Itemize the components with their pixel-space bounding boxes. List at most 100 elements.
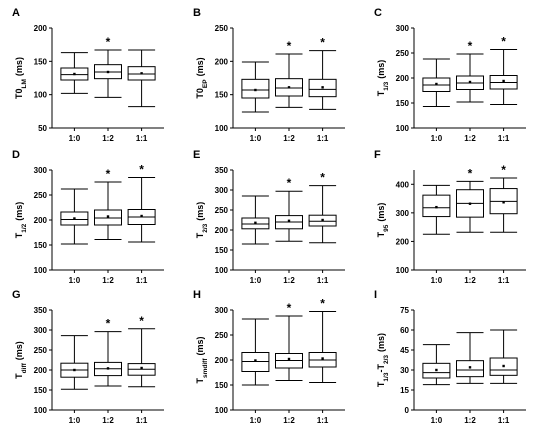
y-tick-label: 100 — [215, 266, 229, 275]
y-tick-label: 200 — [215, 57, 229, 66]
y-tick-label: 250 — [396, 49, 410, 58]
box-1:2: 1:2 * — [456, 39, 484, 143]
x-tick-label: 1:2 — [102, 134, 114, 143]
y-tick-label: 150 — [34, 241, 48, 250]
mean-point — [287, 219, 291, 222]
box-1:0: 1:0 — [60, 188, 89, 285]
box-1:1: 1:1 * — [127, 163, 156, 285]
x-tick-label: 1:2 — [283, 134, 295, 143]
iqr-box — [456, 360, 484, 378]
x-tick-label: 1:2 — [102, 276, 114, 285]
panel-e: E 100 150 200 250 300 350 T2/3(ms) 1:0 1:2 * 1:1 * — [193, 149, 345, 285]
mean-point — [321, 86, 324, 89]
y-tick-label: 100 — [34, 406, 48, 415]
x-tick-label: 1:1 — [317, 416, 329, 425]
y-axis-label: T0LM(ms) — [14, 57, 28, 99]
x-tick-label: 1:1 — [136, 276, 148, 285]
panel-b: B 100 150 200 250 T0EP(ms) 1:0 1:2 * 1:1 * — [193, 7, 345, 143]
iqr-box — [422, 194, 451, 218]
mean-point — [435, 368, 438, 372]
x-tick-label: 1:1 — [498, 134, 510, 143]
y-tick-label: 100 — [34, 91, 48, 100]
y-tick-label: 100 — [215, 124, 229, 133]
y-axis-label: T2/3(ms) — [195, 202, 209, 239]
panel-letter: D — [12, 149, 20, 161]
significance-star: * — [320, 297, 325, 311]
significance-star: * — [287, 301, 292, 315]
y-tick-label: 100 — [215, 406, 229, 415]
y-tick-label: 150 — [34, 57, 48, 66]
box-1:0: 1:0 — [241, 61, 270, 143]
mean-point — [435, 205, 438, 209]
iqr-box — [241, 78, 270, 99]
x-tick-label: 1:0 — [69, 276, 81, 285]
y-tick-label: 15 — [400, 386, 409, 395]
box-1:0: 1:0 — [241, 318, 270, 425]
box-1:2: 1:2 * — [94, 167, 122, 285]
mean-point — [468, 366, 472, 369]
x-tick-label: 1:1 — [136, 416, 148, 425]
y-tick-label: 300 — [396, 24, 410, 33]
x-tick-label: 1:2 — [283, 276, 295, 285]
y-tick-label: 250 — [215, 24, 229, 33]
mean-point — [106, 367, 110, 370]
mean-point — [140, 366, 143, 370]
y-tick-label: 150 — [396, 99, 410, 108]
significance-star: * — [106, 35, 111, 49]
panel-c: C 100 150 200 250 300 T1/3(ms) 1:0 1:2 * 1:1 * — [374, 7, 526, 143]
box-1:2: 1:2 * — [275, 39, 303, 143]
x-tick-label: 1:0 — [69, 416, 81, 425]
box-1:0: 1:0 — [422, 58, 451, 143]
mean-point — [140, 72, 143, 75]
x-tick-label: 1:2 — [102, 416, 114, 425]
significance-star: * — [501, 35, 506, 49]
mean-point — [254, 221, 257, 224]
y-tick-label: 200 — [34, 366, 48, 375]
y-tick-label: 60 — [400, 326, 409, 335]
y-axis-label: Tsmdiff(ms) — [195, 336, 209, 383]
y-tick-label: 100 — [34, 266, 48, 275]
significance-star: * — [468, 166, 473, 180]
y-axis-label: T95(ms) — [376, 203, 390, 238]
x-tick-label: 1:0 — [250, 134, 262, 143]
mean-point — [73, 72, 76, 76]
panel-f: F 100 200 300 400 T95(ms) 1:0 1:2 * 1:1 * — [374, 149, 526, 285]
y-axis-label: T1/3(ms) — [376, 60, 390, 97]
y-tick-label: 200 — [396, 237, 410, 246]
mean-point — [287, 357, 291, 361]
y-tick-label: 150 — [34, 386, 48, 395]
y-tick-label: 50 — [38, 124, 47, 133]
panel-letter: B — [193, 7, 201, 19]
y-tick-label: 150 — [215, 91, 229, 100]
mean-point — [254, 359, 257, 362]
mean-point — [468, 202, 472, 205]
y-axis-label: Tdiff(ms) — [14, 341, 28, 379]
x-tick-label: 1:0 — [431, 134, 443, 143]
significance-star: * — [139, 163, 144, 177]
box-1:0: 1:0 — [422, 344, 451, 425]
y-axis-label: T1/2(ms) — [14, 202, 28, 239]
panel-letter: H — [193, 289, 201, 301]
panel-letter: E — [193, 149, 200, 161]
mean-point — [106, 70, 110, 74]
box-1:1: 1:1 * — [308, 297, 337, 425]
panel-letter: A — [12, 7, 20, 19]
significance-star: * — [287, 39, 292, 53]
mean-point — [140, 214, 143, 218]
significance-star: * — [501, 163, 506, 177]
panel-letter: C — [374, 7, 382, 19]
box-1:1: 1:1 — [489, 329, 518, 425]
x-tick-label: 1:2 — [464, 276, 476, 285]
mean-point — [254, 88, 257, 92]
mean-point — [468, 80, 472, 84]
box-1:1: 1:1 — [127, 49, 156, 143]
x-tick-label: 1:0 — [69, 134, 81, 143]
y-tick-label: 250 — [215, 331, 229, 340]
y-tick-label: 300 — [34, 166, 48, 175]
significance-star: * — [139, 314, 144, 328]
x-tick-label: 1:0 — [250, 416, 262, 425]
y-tick-label: 75 — [400, 306, 409, 315]
y-axis-label: T0EP(ms) — [195, 57, 209, 98]
box-1:1: 1:1 * — [489, 163, 518, 285]
